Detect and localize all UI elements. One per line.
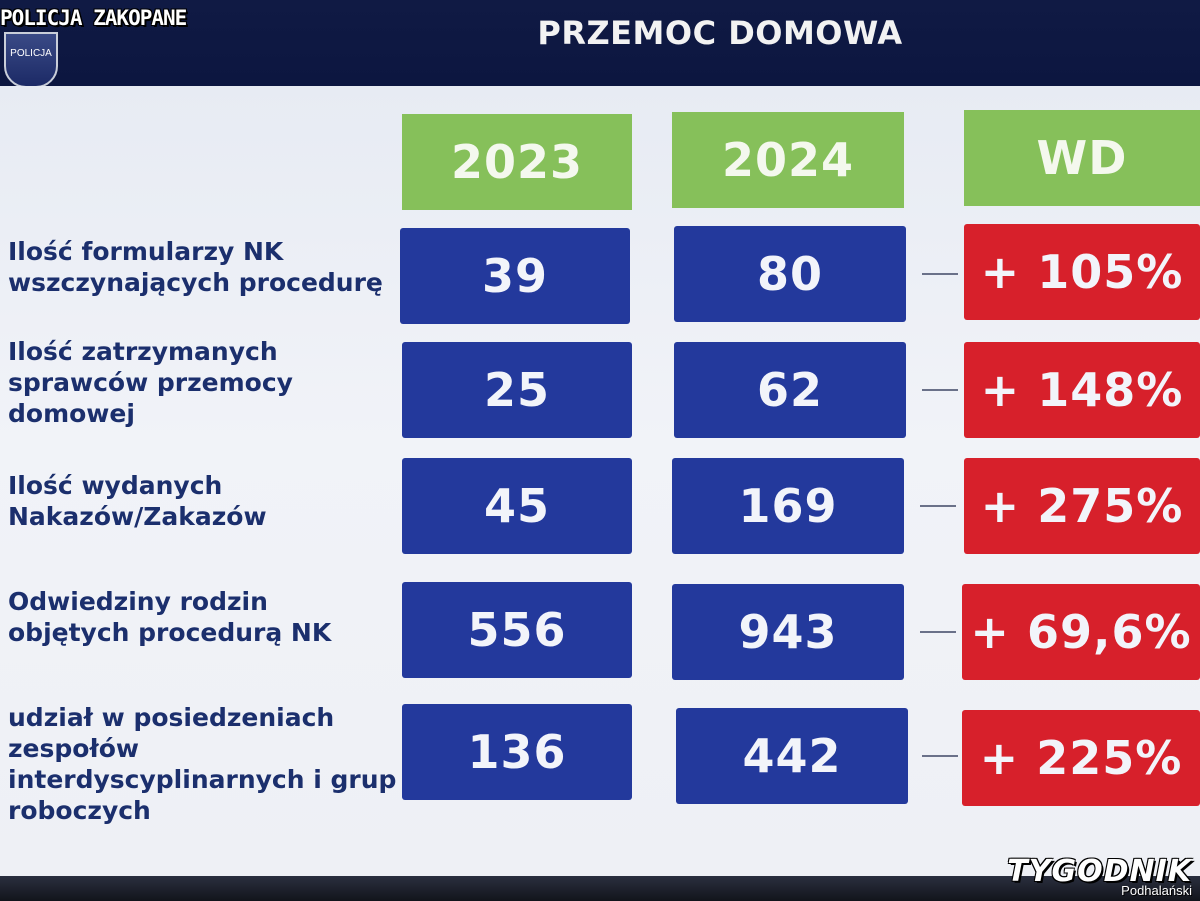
cell-2024: 62	[674, 342, 906, 438]
row-connector	[922, 389, 958, 391]
slide-header: POLICJA POLICJA ZAKOPANE PRZEMOC DOMOWA	[0, 0, 1200, 88]
cell-wd: + 148%	[964, 342, 1200, 438]
row-label-zespoly: udział w posiedzeniach zespołów interdys…	[8, 703, 397, 825]
cell-wd: + 69,6%	[962, 584, 1200, 680]
corner-title: POLICJA ZAKOPANE	[0, 6, 187, 30]
cell-wd: + 275%	[964, 458, 1200, 554]
row-label-formularze: Ilość formularzy NK wszczynających proce…	[8, 237, 383, 297]
row-connector	[922, 273, 958, 275]
row-connector	[920, 631, 956, 633]
column-header-wd: WD	[964, 110, 1200, 206]
publisher-watermark: TYGODNIK Podhalański	[1007, 854, 1192, 899]
row-connector	[922, 755, 958, 757]
badge-label: POLICJA	[10, 48, 52, 59]
watermark-sub: Podhalański	[1121, 883, 1192, 898]
cell-2024: 442	[676, 708, 908, 804]
slide-title: PRZEMOC DOMOWA	[537, 14, 903, 52]
watermark-main: TYGODNIK	[1007, 854, 1192, 889]
cell-2023: 25	[402, 342, 632, 438]
cell-2023: 45	[402, 458, 632, 554]
cell-wd: + 225%	[962, 710, 1200, 806]
cell-2024: 943	[672, 584, 904, 680]
row-label-odwiedziny: Odwiedziny rodzin objętych procedurą NK	[8, 587, 332, 647]
row-label-zatrzymani: Ilość zatrzymanych sprawców przemocy dom…	[8, 337, 293, 428]
column-header-2024: 2024	[672, 112, 904, 208]
slide-panel: 2023 2024 WD Ilość formularzy NK wszczyn…	[0, 86, 1200, 876]
screen-bottom-bezel	[0, 876, 1200, 901]
cell-wd: + 105%	[964, 224, 1200, 320]
row-label-nakazy: Ilość wydanych Nakazów/Zakazów	[8, 471, 267, 531]
row-connector	[920, 505, 956, 507]
cell-2023: 556	[402, 582, 632, 678]
cell-2023: 39	[400, 228, 630, 324]
cell-2024: 80	[674, 226, 906, 322]
cell-2023: 136	[402, 704, 632, 800]
police-badge-icon: POLICJA	[4, 32, 58, 88]
cell-2024: 169	[672, 458, 904, 554]
column-header-2023: 2023	[402, 114, 632, 210]
